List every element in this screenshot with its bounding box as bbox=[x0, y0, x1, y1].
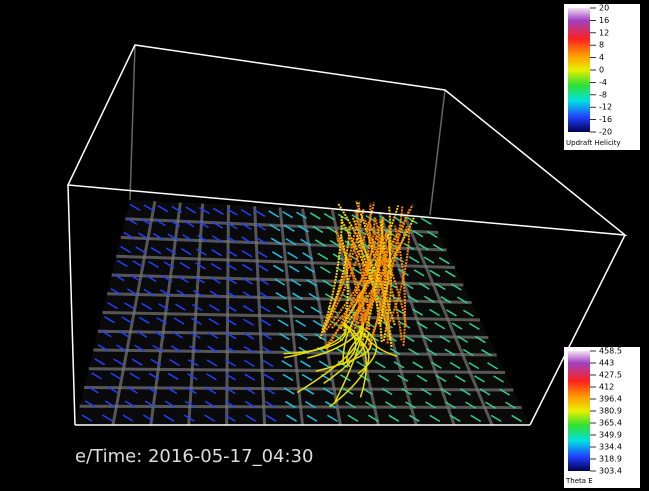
colorbar-tick-label: 8 bbox=[599, 41, 604, 50]
time-label: e/Time: 2016-05-17_04:30 bbox=[75, 446, 313, 467]
colorbar-tick-label: -8 bbox=[599, 90, 607, 99]
colorbar-gradient bbox=[568, 8, 590, 132]
colorbar: Theta E 458.5 443 427.5 412 396.4 380.9 365.4 3… bbox=[564, 347, 640, 489]
colorbar-title: Updraft Helicity bbox=[566, 139, 621, 147]
colorbar-tick-label: -12 bbox=[599, 103, 612, 112]
colorbar-tick-label: 0 bbox=[599, 66, 604, 75]
colorbar-tick-label: 380.9 bbox=[599, 407, 622, 416]
colorbar: Updraft Helicity 20 16 12 8 4 0 -4 -8 -12 -16 -20 bbox=[564, 4, 640, 151]
colorbar-tick-label: -4 bbox=[599, 78, 607, 87]
colorbar-tick-label: 4 bbox=[599, 53, 604, 62]
colorbar-tick-label: 334.4 bbox=[599, 443, 622, 452]
page: e/Time: 2016-05-17_04:30 Updraft Helicit… bbox=[0, 0, 649, 491]
colorbar-tick-label: 396.4 bbox=[599, 395, 622, 404]
colorbar-tick-label: 20 bbox=[599, 4, 609, 13]
colorbar-tick-label: 412 bbox=[599, 383, 614, 392]
colorbar-tick-label: 318.9 bbox=[599, 455, 622, 464]
colorbar-tick-label: -16 bbox=[599, 115, 612, 124]
colorbar-gradient bbox=[568, 351, 590, 471]
colorbar-tick-label: 303.4 bbox=[599, 467, 622, 476]
colorbar-tick-label: -20 bbox=[599, 128, 612, 137]
colorbar-tick-label: 458.5 bbox=[599, 347, 622, 356]
colorbar-tick-label: 16 bbox=[599, 16, 609, 25]
colorbar-tick-label: 349.9 bbox=[599, 431, 622, 440]
colorbar-title: Theta E bbox=[565, 477, 593, 485]
colorbar-tick-label: 427.5 bbox=[599, 371, 622, 380]
visualization: e/Time: 2016-05-17_04:30 Updraft Helicit… bbox=[0, 0, 649, 491]
colorbar-tick-label: 443 bbox=[599, 359, 614, 368]
colorbar-tick-label: 365.4 bbox=[599, 419, 622, 428]
colorbar-tick-label: 12 bbox=[599, 28, 609, 37]
